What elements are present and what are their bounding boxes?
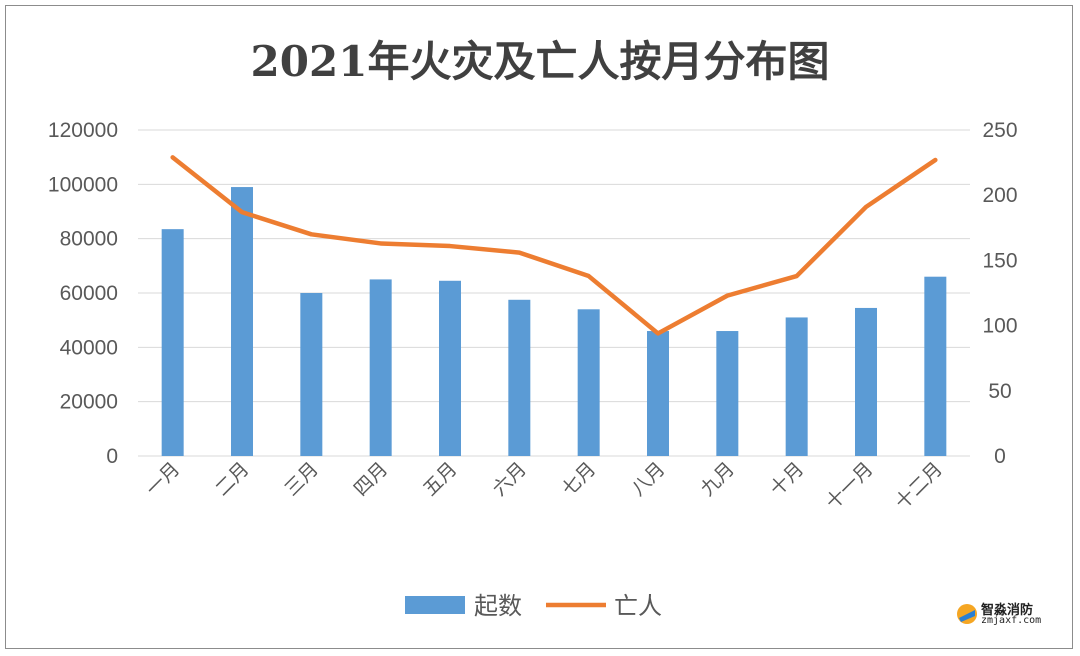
bar-五月: [439, 280, 461, 456]
y-left-tick-label: 80000: [60, 228, 118, 251]
x-tick-label: 八月: [627, 458, 669, 500]
bar-四月: [369, 279, 392, 456]
y-right-tick-label: 150: [982, 249, 1017, 272]
legend-swatch-bar: [405, 596, 465, 614]
y-left-tick-label: 20000: [60, 391, 118, 414]
chart-frame: [5, 5, 1073, 649]
chart-title: 2021年火灾及亡人按月分布图: [250, 37, 830, 86]
y-right-tick-label: 200: [982, 184, 1017, 207]
x-tick-label: 一月: [142, 458, 184, 500]
x-tick-label: 十二月: [891, 458, 947, 514]
watermark-logo: 智淼消防 zmjaxf.com: [955, 600, 1065, 630]
x-tick-label: 二月: [211, 458, 253, 500]
bar-九月: [716, 331, 739, 456]
y-left-tick-label: 120000: [48, 119, 118, 142]
y-left-tick-label: 40000: [60, 336, 118, 359]
bar-十一月: [855, 307, 877, 456]
bar-八月: [647, 331, 669, 456]
x-tick-label: 十一月: [822, 458, 878, 514]
bar-十二月: [924, 276, 947, 456]
line-series-亡人: [170, 155, 938, 336]
bar-七月: [577, 309, 600, 456]
logo-icon: [957, 604, 977, 624]
bar-二月: [231, 187, 253, 457]
legend-label-line: 亡人: [614, 592, 662, 620]
bar-一月: [161, 229, 184, 456]
x-tick-label: 五月: [419, 458, 461, 500]
y-left-tick-label: 0: [106, 445, 118, 468]
bar-六月: [508, 299, 531, 456]
y-left-tick-label: 60000: [60, 282, 118, 305]
watermark-name: 智淼消防: [981, 603, 1034, 618]
legend-label-bar: 起数: [474, 592, 522, 620]
x-tick-label: 十月: [766, 458, 808, 500]
x-tick-label: 七月: [558, 458, 600, 500]
x-tick-label: 九月: [696, 458, 738, 500]
x-tick-label: 四月: [350, 458, 392, 500]
watermark-url: zmjaxf.com: [981, 615, 1042, 626]
x-tick-label: 三月: [280, 458, 322, 500]
bar-三月: [300, 293, 323, 456]
y-right-tick-label: 100: [982, 315, 1017, 338]
y-left-tick-label: 100000: [48, 173, 118, 196]
y-right-tick-label: 0: [994, 445, 1006, 468]
y-right-tick-label: 50: [988, 380, 1011, 403]
x-tick-label: 六月: [488, 458, 530, 500]
y-right-tick-label: 250: [982, 119, 1017, 142]
bar-十月: [785, 317, 808, 456]
